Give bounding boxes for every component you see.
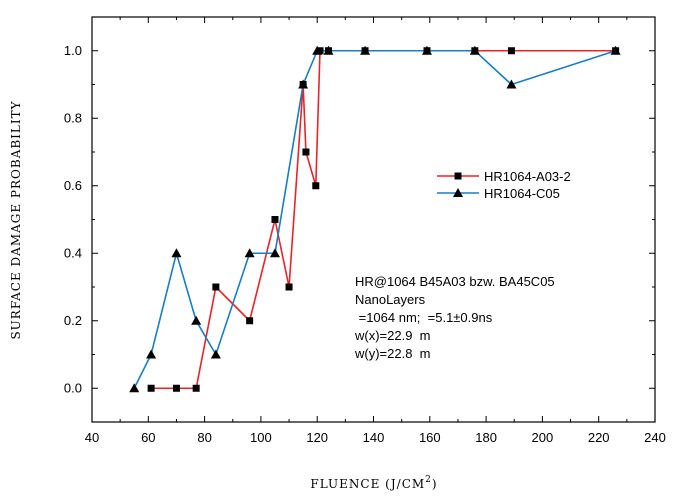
data-point xyxy=(469,45,480,55)
annotation-line: =1064 nm; =5.1±0.9ns xyxy=(355,310,493,325)
data-point xyxy=(271,216,279,223)
annotation-block: HR@1064 B45A03 bzw. BA45C05 NanoLayers =1… xyxy=(354,274,555,361)
x-axis-title-close: ) xyxy=(432,477,438,491)
data-point xyxy=(316,47,324,55)
annotation-line: NanoLayers xyxy=(355,292,426,307)
data-point xyxy=(146,349,157,359)
series-2-points xyxy=(129,45,621,393)
x-axis-title: FLUENCE (J/CM2) xyxy=(310,475,437,491)
annotation-line: HR@1064 B45A03 bzw. BA45C05 xyxy=(355,274,555,289)
data-point xyxy=(172,384,180,392)
data-point xyxy=(129,383,140,393)
y-axis-ticks: 0.0 0.2 0.4 0.6 0.8 1.0 xyxy=(64,43,655,395)
x-tick-label: 200 xyxy=(532,430,554,445)
y-tick-label: 0.0 xyxy=(64,380,82,395)
data-point xyxy=(171,248,182,258)
y-tick-label: 0.2 xyxy=(64,313,82,328)
x-axis-title-main: FLUENCE (J/CM xyxy=(310,477,425,491)
data-point xyxy=(610,45,621,55)
legend-swatch-marker xyxy=(454,172,462,180)
annotation-line: w(y)=22.8 m xyxy=(354,346,431,361)
legend-swatch-marker xyxy=(453,188,463,197)
series-layer xyxy=(129,45,621,393)
annotation-line: w(x)=22.9 m xyxy=(354,328,431,343)
x-axis-ticks: 40 60 80 100 120 140 160 180 200 220 240 xyxy=(85,17,666,445)
y-tick-label: 0.4 xyxy=(64,245,82,260)
y-tick-label: 1.0 xyxy=(64,43,82,58)
data-point xyxy=(191,315,202,325)
x-tick-label: 120 xyxy=(306,430,328,445)
x-tick-label: 60 xyxy=(141,430,155,445)
data-point xyxy=(312,45,323,55)
x-tick-label: 220 xyxy=(588,430,610,445)
data-point xyxy=(298,79,309,89)
data-point xyxy=(192,384,200,392)
plot-area xyxy=(91,16,656,423)
data-point xyxy=(360,45,371,55)
y-tick-label: 0.8 xyxy=(64,110,82,125)
data-point xyxy=(285,283,293,291)
data-point xyxy=(246,317,254,325)
data-point xyxy=(507,47,515,55)
x-tick-label: 240 xyxy=(644,430,666,445)
x-axis-title-superscript: 2 xyxy=(425,475,432,485)
data-point xyxy=(244,248,255,258)
x-tick-label: 40 xyxy=(85,430,99,445)
data-point xyxy=(421,45,432,55)
legend-item: HR1064-C05 xyxy=(437,186,560,201)
x-tick-label: 100 xyxy=(250,430,272,445)
data-point xyxy=(302,148,310,156)
data-point xyxy=(147,384,155,392)
legend-label: HR1064-C05 xyxy=(484,186,560,201)
x-tick-label: 80 xyxy=(197,430,211,445)
y-tick-label: 0.6 xyxy=(64,178,82,193)
data-point xyxy=(312,182,320,190)
x-tick-label: 160 xyxy=(419,430,441,445)
legend: HR1064-A03-2 HR1064-C05 xyxy=(437,169,571,201)
data-point xyxy=(212,283,220,291)
legend-item: HR1064-A03-2 xyxy=(437,169,571,184)
x-tick-label: 140 xyxy=(363,430,385,445)
legend-label: HR1064-A03-2 xyxy=(484,169,571,184)
data-point xyxy=(210,349,221,359)
x-tick-label: 180 xyxy=(475,430,497,445)
data-point xyxy=(506,79,517,89)
y-axis-title: SURFACE DAMAGE PROBABILITY xyxy=(9,100,23,339)
data-point xyxy=(323,45,334,55)
data-point xyxy=(269,248,280,258)
